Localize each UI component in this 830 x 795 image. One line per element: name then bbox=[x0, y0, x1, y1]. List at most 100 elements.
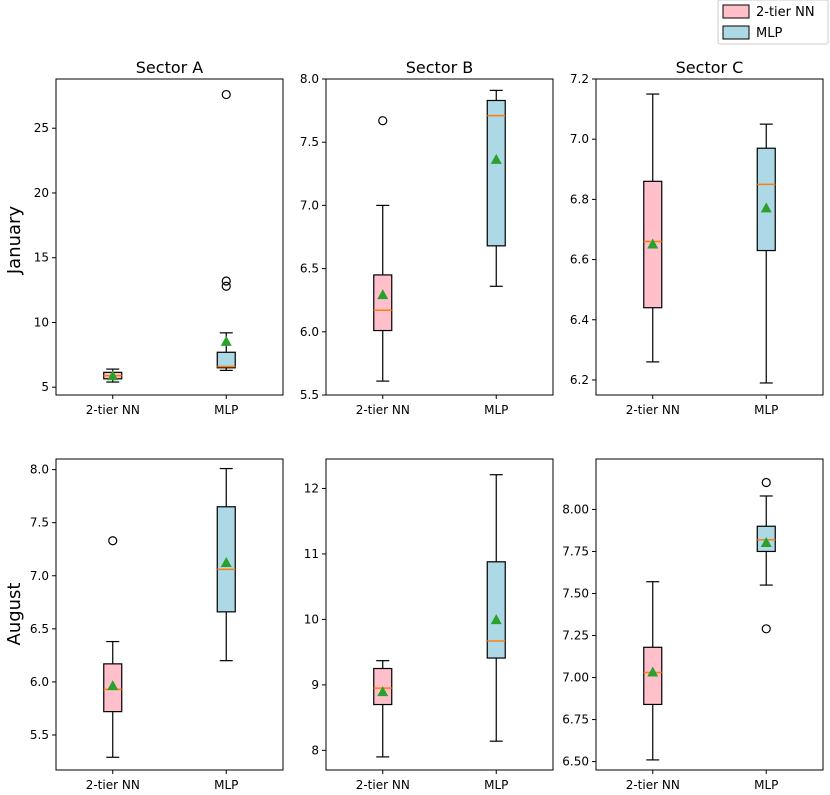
y-tick-label: 7.2 bbox=[570, 72, 589, 86]
legend-swatch-mlp bbox=[722, 25, 750, 40]
y-tick-label: 10 bbox=[34, 315, 49, 329]
mean-marker bbox=[107, 680, 119, 691]
outlier-point bbox=[221, 281, 231, 291]
y-tick-label: 6.4 bbox=[570, 313, 589, 327]
x-tick-label: 2-tier NN bbox=[626, 403, 680, 417]
panel-aug-c: 6.50 6.75 7.00 7.25 7.50 7.75 8.00 2-tier NN MLP bbox=[562, 458, 824, 792]
box-mlp bbox=[486, 89, 506, 287]
outlier-point bbox=[378, 116, 388, 126]
panel-jan-c: Sector C 6.2 6.4 6.6 6.8 7.0 7.2 2-tier NN MLP bbox=[570, 58, 824, 417]
x-tick-label: MLP bbox=[754, 778, 778, 792]
panel-jan-b: Sector B 5.5 6.0 6.5 7.0 7.5 8.0 2-tier NN MLP bbox=[300, 58, 554, 417]
iqr-box bbox=[216, 351, 236, 369]
y-tick-label: 8.0 bbox=[300, 72, 319, 86]
panel-title: Sector B bbox=[406, 58, 474, 77]
x-tick-label: MLP bbox=[484, 778, 508, 792]
x-tick-label: 2-tier NN bbox=[626, 778, 680, 792]
y-tick-label: 6.2 bbox=[570, 373, 589, 387]
mean-marker bbox=[377, 686, 389, 697]
iqr-box bbox=[756, 147, 776, 252]
x-tick-label: 2-tier NN bbox=[356, 778, 410, 792]
y-tick-label: 25 bbox=[34, 121, 49, 135]
mean-marker bbox=[220, 557, 232, 568]
y-tick-label: 6.6 bbox=[570, 253, 589, 267]
panels: Sector A 5 10 15 20 25 2-tier NN MLP Sector B 5.5… bbox=[30, 58, 824, 792]
box-mlp bbox=[216, 89, 236, 371]
mean-marker bbox=[107, 370, 119, 381]
plot-frame bbox=[325, 78, 554, 396]
outlier-point bbox=[761, 477, 771, 488]
y-tick-label: 11 bbox=[304, 547, 319, 561]
y-tick-label: 15 bbox=[34, 251, 49, 265]
legend: 2-tier NN MLP bbox=[717, 0, 829, 45]
mean-marker bbox=[760, 537, 772, 548]
box-mlp bbox=[216, 467, 236, 662]
x-tick-label: 2-tier NN bbox=[356, 403, 410, 417]
box-2-tier-nn bbox=[103, 368, 123, 383]
iqr-box bbox=[486, 561, 506, 659]
panel-title: Sector C bbox=[676, 58, 744, 77]
box-2-tier-nn bbox=[373, 660, 393, 758]
panel-title: Sector A bbox=[136, 58, 204, 77]
y-tick-label: 7.50 bbox=[562, 586, 589, 600]
legend-swatch-2-tier-nn bbox=[722, 4, 750, 19]
plot-frame bbox=[595, 458, 824, 771]
y-tick-label: 6.8 bbox=[570, 192, 589, 206]
panel-jan-a: Sector A 5 10 15 20 25 2-tier NN MLP bbox=[34, 58, 284, 417]
box-mlp bbox=[756, 123, 776, 384]
box-2-tier-nn bbox=[103, 536, 123, 758]
mean-marker bbox=[377, 289, 389, 300]
y-tick-label: 6.75 bbox=[562, 713, 589, 727]
x-tick-label: MLP bbox=[484, 403, 508, 417]
box-2-tier-nn bbox=[643, 581, 663, 761]
mean-marker bbox=[647, 238, 659, 249]
panel-aug-a: 5.5 6.0 6.5 7.0 7.5 8.0 2-tier NN MLP bbox=[30, 458, 284, 792]
row-label-august: August bbox=[4, 583, 25, 646]
outlier-point bbox=[108, 536, 118, 546]
box-2-tier-nn bbox=[373, 116, 393, 382]
y-tick-label: 10 bbox=[304, 612, 319, 626]
y-tick-label: 7.25 bbox=[562, 629, 589, 643]
plot-frame bbox=[55, 78, 284, 396]
y-tick-label: 5.5 bbox=[30, 728, 49, 742]
y-tick-label: 6.0 bbox=[300, 325, 319, 339]
iqr-box bbox=[373, 274, 393, 332]
y-tick-label: 12 bbox=[304, 481, 319, 495]
mean-marker bbox=[647, 666, 659, 677]
y-tick-label: 7.00 bbox=[562, 671, 589, 685]
legend-label-2-tier-nn: 2-tier NN bbox=[756, 5, 815, 20]
x-tick-label: MLP bbox=[754, 403, 778, 417]
legend-label-mlp: MLP bbox=[756, 26, 782, 41]
row-label-january: January bbox=[4, 206, 25, 276]
outlier-point bbox=[221, 89, 231, 100]
y-tick-label: 6.50 bbox=[562, 755, 589, 769]
outlier-point bbox=[761, 624, 771, 634]
mean-marker bbox=[490, 614, 502, 625]
y-tick-label: 20 bbox=[34, 186, 49, 200]
y-tick-label: 8.00 bbox=[562, 502, 589, 516]
y-tick-label: 6.0 bbox=[30, 675, 49, 689]
y-tick-label: 7.75 bbox=[562, 544, 589, 558]
plot-frame bbox=[325, 458, 554, 771]
y-tick-label: 6.5 bbox=[300, 262, 319, 276]
y-tick-label: 8.0 bbox=[30, 463, 49, 477]
mean-marker bbox=[760, 202, 772, 213]
iqr-box bbox=[486, 99, 506, 247]
x-tick-label: 2-tier NN bbox=[86, 778, 140, 792]
y-tick-label: 7.5 bbox=[30, 516, 49, 530]
plot-frame bbox=[55, 458, 284, 771]
outlier-point bbox=[221, 276, 231, 286]
x-tick-label: MLP bbox=[214, 403, 238, 417]
y-tick-label: 5.5 bbox=[300, 388, 319, 402]
mean-marker bbox=[490, 153, 502, 164]
mean-marker bbox=[220, 335, 232, 346]
plot-frame bbox=[595, 78, 824, 396]
box-mlp bbox=[486, 474, 506, 742]
box-mlp bbox=[756, 477, 776, 634]
y-tick-label: 8 bbox=[311, 743, 319, 757]
y-tick-label: 7.0 bbox=[570, 132, 589, 146]
y-tick-label: 7.5 bbox=[300, 135, 319, 149]
box-2-tier-nn bbox=[643, 93, 663, 363]
y-tick-label: 9 bbox=[311, 678, 319, 692]
x-tick-label: 2-tier NN bbox=[86, 403, 140, 417]
